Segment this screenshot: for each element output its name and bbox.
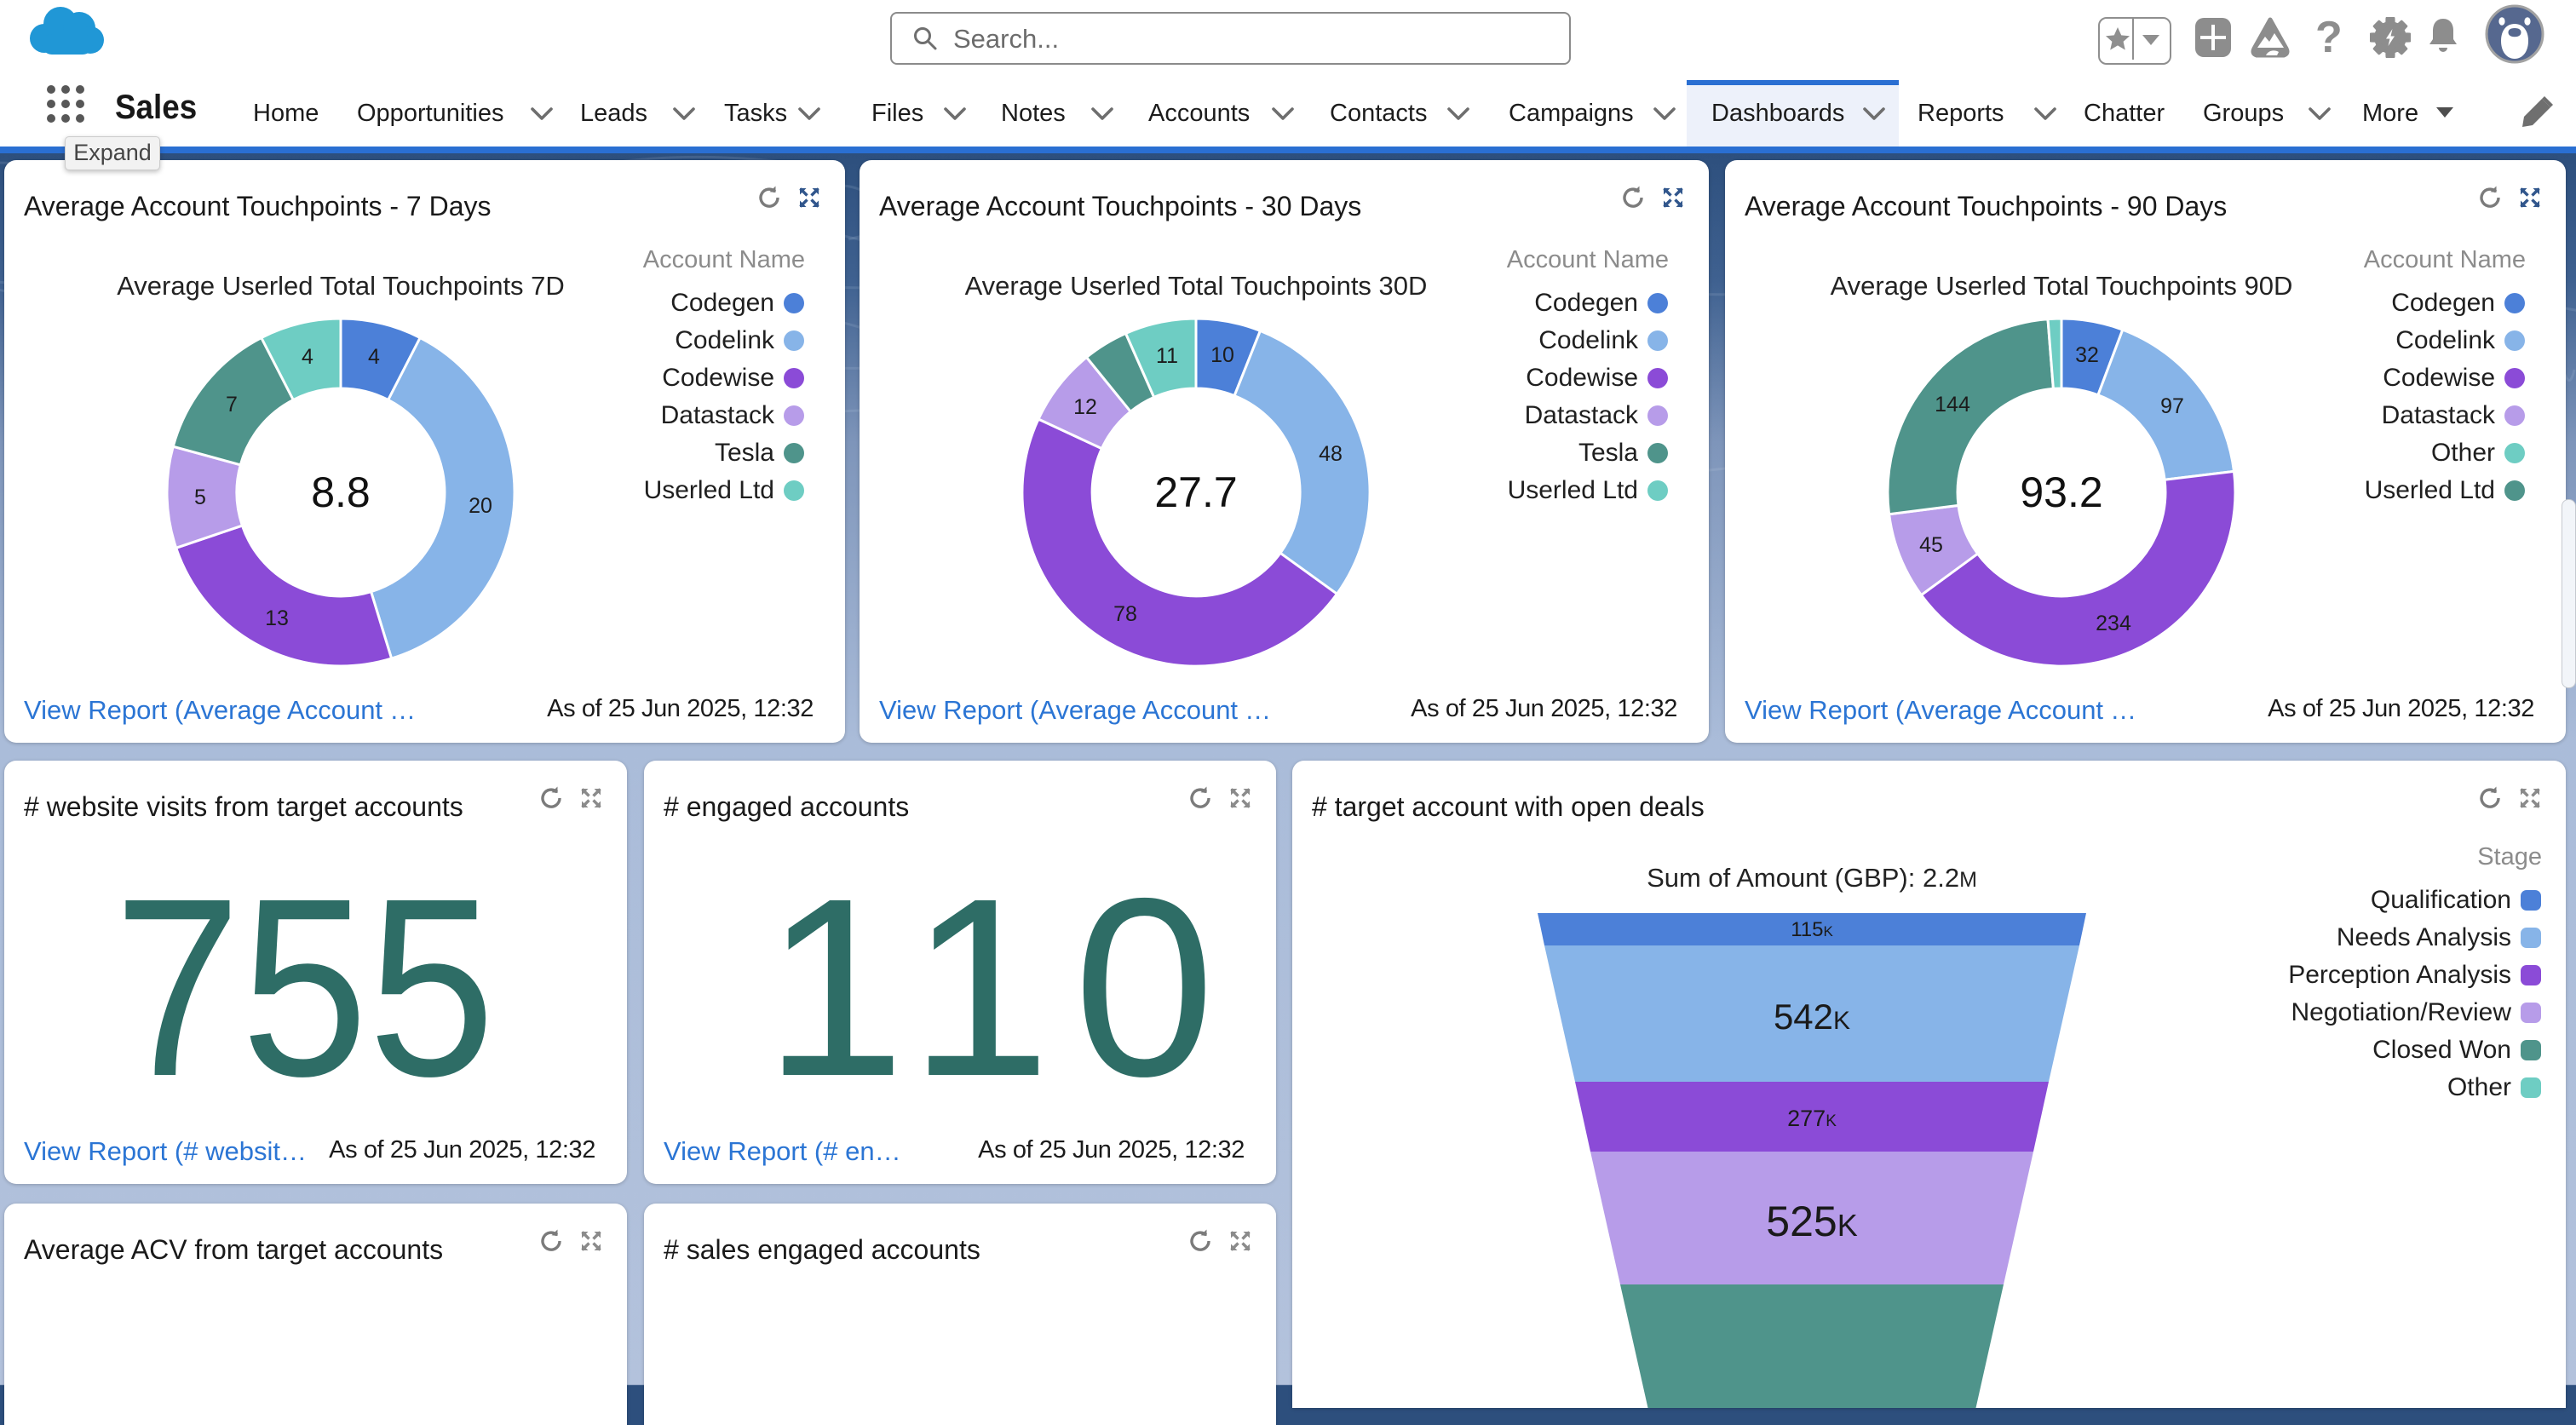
svg-text:8.8: 8.8	[311, 468, 371, 516]
svg-text:27.7: 27.7	[1154, 468, 1237, 516]
svg-text:525K: 525K	[1766, 1198, 1857, 1245]
svg-text:4: 4	[302, 345, 313, 369]
svg-text:78: 78	[1113, 602, 1137, 626]
svg-text:20: 20	[469, 494, 492, 518]
svg-text:10: 10	[1210, 343, 1234, 367]
svg-text:11: 11	[1156, 344, 1178, 368]
svg-text:4: 4	[368, 345, 380, 369]
svg-text:7: 7	[226, 393, 238, 417]
svg-text:234: 234	[2096, 612, 2131, 635]
svg-text:97: 97	[2160, 394, 2184, 418]
svg-text:542K: 542K	[1774, 997, 1850, 1037]
svg-text:5: 5	[194, 486, 206, 509]
svg-text:12: 12	[1073, 395, 1097, 419]
svg-text:32: 32	[2075, 343, 2099, 367]
svg-text:48: 48	[1319, 442, 1343, 466]
svg-text:93.2: 93.2	[2020, 468, 2102, 516]
svg-text:45: 45	[1919, 533, 1943, 557]
svg-text:144: 144	[1935, 393, 1970, 417]
svg-text:13: 13	[265, 606, 289, 630]
